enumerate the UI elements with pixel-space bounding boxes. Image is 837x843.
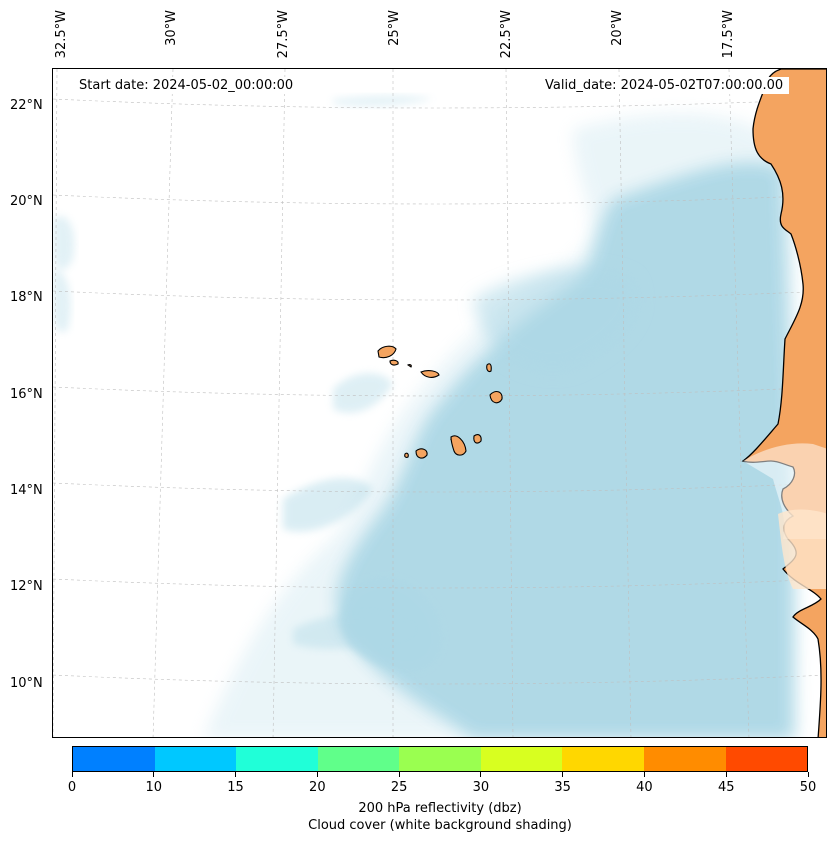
colorbar-segment [562,747,644,771]
graticule [53,69,826,737]
colorbar-tick [153,772,155,777]
africa-coast [741,69,826,737]
lat-label-10n: 10°N [10,676,43,691]
lon-label-32-5w: 32.5°W [54,10,69,59]
colorbar-tick [562,772,564,777]
colorbar-tick-label: 35 [554,780,571,795]
colorbar-tick-label: 50 [799,780,817,795]
colorbar-tick-label: 10 [145,780,163,795]
colorbar-tick-label: 20 [309,780,326,795]
colorbar-tick [480,772,482,777]
lat-label-12n: 12°N [10,579,43,594]
lon-label-22-5w: 22.5°W [499,10,514,59]
lon-label-25w: 25°W [387,10,402,46]
colorbar-segment [399,747,481,771]
colorbar-segment [236,747,318,771]
colorbar-tick [725,772,727,777]
colorbar-tick [643,772,645,777]
colorbar-segment [725,747,808,771]
colorbar-segment [317,747,400,771]
lat-label-18n: 18°N [10,290,43,305]
colorbar-sublabel: Cloud cover (white background shading) [308,818,572,833]
lon-label-17-5w: 17.5°W [721,10,736,59]
colorbar-tick-label: 45 [717,780,735,795]
valid-date-label: Valid_date: 2024-05-02T07:00:00.00 [539,77,790,94]
lat-label-20n: 20°N [10,194,43,209]
colorbar-tick [807,772,809,777]
map-canvas [53,69,826,737]
lon-label-30w: 30°W [164,10,179,46]
colorbar-tick [71,772,73,777]
lat-label-16n: 16°N [10,387,43,402]
map-panel[interactable]: Start date: 2024-05-02_00:00:00 Valid_da… [52,68,827,738]
colorbar-label: 200 hPa reflectivity (dbz) [358,801,522,816]
cloud-cover-layer [53,95,798,737]
colorbar-tick-label: 15 [227,780,244,795]
cape-verde-islands [377,345,503,459]
colorbar-tick-label: 30 [472,780,490,795]
colorbar [72,746,808,772]
colorbar-tick-label: 40 [636,780,653,795]
colorbar-tick [235,772,237,777]
start-date-label: Start date: 2024-05-02_00:00:00 [73,77,300,94]
colorbar-segment [73,747,155,771]
colorbar-segment [154,747,237,771]
colorbar-tick [398,772,400,777]
colorbar-segment [643,747,726,771]
colorbar-tick-label: 25 [390,780,408,795]
colorbar-tick-label: 0 [67,780,77,795]
lon-label-27-5w: 27.5°W [276,10,291,59]
colorbar-segment [480,747,563,771]
colorbar-tick [316,772,318,777]
lat-label-14n: 14°N [10,483,43,498]
lon-label-20w: 20°W [610,10,625,46]
lat-label-22n: 22°N [10,98,43,113]
